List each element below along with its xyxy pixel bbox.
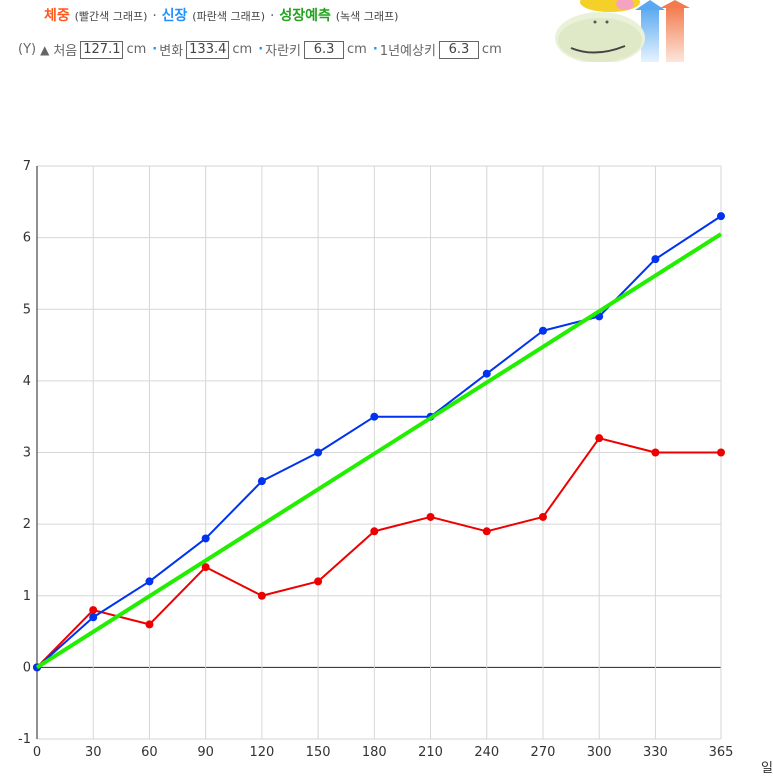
unit-label: cm (347, 42, 367, 57)
x-tick-label: 210 (418, 745, 443, 760)
y-tick-label: 3 (23, 446, 31, 461)
yearly-value-field[interactable]: 6.3 (438, 40, 479, 59)
bullet-icon: · (152, 42, 158, 57)
legend-header: 체중 (빨간색 그래프) · 신장 (파란색 그래프) · 성장예측 (녹색 그… (44, 5, 398, 25)
up-arrow-icon: ▲ (40, 42, 50, 57)
separator: · (152, 8, 157, 24)
first-value-field[interactable]: 127.1 (80, 40, 124, 59)
data-point-1 (717, 212, 725, 221)
height-note: (파란색 그래프) (192, 10, 266, 23)
bullet-icon: · (372, 42, 378, 57)
data-point-1 (201, 534, 210, 543)
predict-note: (녹색 그래프) (335, 10, 399, 23)
data-point-1 (482, 369, 491, 378)
x-tick-label: 90 (197, 745, 214, 760)
data-point-1 (314, 448, 323, 457)
data-point-0 (145, 620, 154, 629)
data-point-0 (651, 448, 660, 457)
x-axis-label: 일 (761, 761, 773, 776)
stats-row: (Y) ▲ 처음 127.1 cm · 변화 133.4 cm · 자란키 6.… (18, 40, 502, 59)
x-tick-label: 330 (643, 745, 668, 760)
yearly-label: 1년예상키 (379, 44, 436, 59)
y-tick-label: 6 (23, 231, 31, 246)
x-tick-label: 365 (709, 745, 734, 760)
data-point-0 (538, 512, 547, 521)
y-tick-label: 4 (23, 374, 31, 389)
weight-note: (빨간색 그래프) (74, 10, 148, 23)
first-label: 처음 (53, 44, 78, 59)
predict-title: 성장예측 (279, 8, 331, 24)
y-tick-label: 1 (23, 589, 31, 604)
series-line-1 (36, 215, 722, 669)
y-tick-label: 5 (23, 302, 31, 317)
change-value-field[interactable]: 133.4 (186, 40, 230, 59)
data-point-1 (89, 613, 98, 622)
grown-value-field[interactable]: 6.3 (304, 40, 345, 59)
data-point-1 (538, 326, 547, 335)
data-point-0 (370, 527, 379, 536)
separator: · (269, 8, 275, 24)
y-tick-label: -1 (18, 732, 31, 747)
x-tick-label: 300 (587, 745, 612, 760)
unit-label: cm (232, 42, 253, 57)
y-tick-label: 2 (23, 517, 31, 532)
x-tick-label: 120 (249, 745, 274, 760)
x-tick-label: 30 (85, 745, 102, 760)
mascot-illustration (555, 0, 690, 62)
data-point-0 (201, 563, 210, 572)
data-point-0 (595, 434, 604, 443)
x-tick-label: 150 (306, 745, 331, 760)
data-point-0 (314, 577, 323, 586)
x-tick-label: 60 (141, 745, 158, 760)
bullet-icon: · (258, 42, 264, 57)
data-point-1 (370, 412, 379, 421)
data-point-0 (257, 591, 266, 600)
x-tick-label: 180 (362, 745, 387, 760)
series-line-2 (35, 232, 723, 670)
data-point-0 (717, 448, 725, 457)
unit-label: cm (126, 42, 147, 57)
y-tick-label: 7 (23, 159, 31, 174)
series-line-0 (36, 437, 721, 669)
data-point-0 (426, 512, 435, 521)
data-point-0 (482, 527, 491, 536)
x-tick-label: 270 (531, 745, 556, 760)
change-label: 변화 (159, 44, 184, 59)
grown-label: 자란키 (265, 44, 302, 59)
chart-lines (33, 212, 725, 672)
x-tick-label: 0 (33, 745, 41, 760)
weight-title: 체중 (44, 8, 70, 24)
data-point-1 (257, 477, 266, 486)
height-title: 신장 (161, 8, 188, 24)
data-point-1 (651, 255, 660, 264)
y-tick-label: 0 (23, 660, 31, 675)
unit-label: cm (481, 42, 502, 57)
y-axis-label: (Y) (18, 42, 37, 57)
x-tick-label: 240 (474, 745, 499, 760)
data-point-0 (89, 606, 98, 615)
data-point-1 (145, 577, 154, 586)
